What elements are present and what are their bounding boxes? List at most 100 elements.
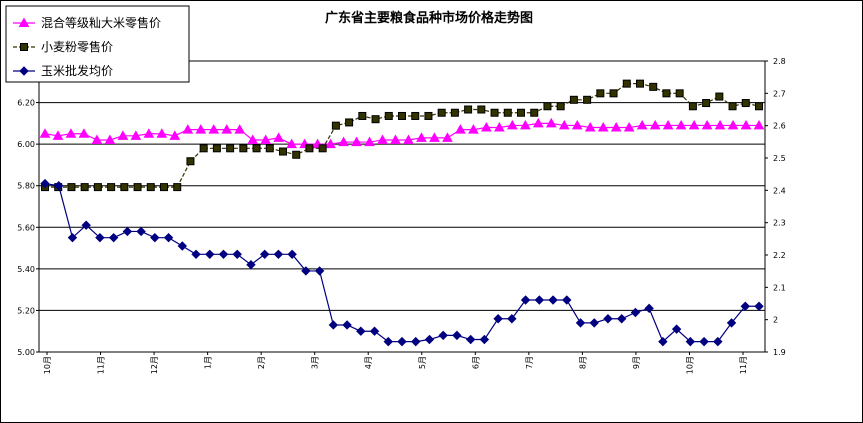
series-corn-point xyxy=(301,266,311,276)
series-flour-point xyxy=(622,79,631,88)
series-corn-point xyxy=(575,318,586,328)
series-flour-point xyxy=(649,82,658,91)
series-flour-point xyxy=(503,108,512,117)
series-rice-point xyxy=(623,121,635,132)
series-rice-point xyxy=(377,134,388,144)
y-right-tick-label: 1.9 xyxy=(773,348,786,357)
series-rice-point xyxy=(701,119,713,130)
series-flour-point xyxy=(490,108,499,117)
series-corn-point xyxy=(136,226,146,237)
series-flour-point xyxy=(226,144,235,153)
series-corn-point xyxy=(122,226,133,237)
series-corn-point xyxy=(232,249,242,260)
series-corn-point xyxy=(479,334,490,345)
series-rice-point xyxy=(532,117,544,128)
series-flour-point xyxy=(437,108,446,117)
series-corn-point xyxy=(726,318,737,328)
series-flour-point xyxy=(398,111,406,120)
series-flour-point xyxy=(556,102,565,111)
series-flour-point xyxy=(675,89,684,98)
y-right-tick-label: 2.4 xyxy=(773,186,786,195)
series-rice-point xyxy=(727,119,739,130)
series-corn-point xyxy=(356,326,366,336)
series-rice-point xyxy=(78,128,90,138)
x-tick-label: 12月 xyxy=(150,356,159,374)
series-corn-point xyxy=(548,295,558,305)
series-corn-point xyxy=(287,249,297,260)
series-rice-point xyxy=(247,134,259,144)
series-rice-point xyxy=(351,136,362,147)
series-flour-point xyxy=(358,111,367,120)
series-corn-point xyxy=(438,330,448,341)
axes: 5.00 5.20 5.40 5.60 5.80 6.00 6.20 1.9 2 2.1 2.2 2.… xyxy=(17,57,786,374)
series-corn-point xyxy=(95,232,105,243)
legend-label: 小麦粉零售价 xyxy=(41,39,113,54)
series-flour-point xyxy=(67,183,76,192)
y-left-tick-label: 6.00 xyxy=(17,140,35,149)
series-flour-point xyxy=(411,111,420,120)
plot-area xyxy=(38,60,766,353)
series-corn-point xyxy=(452,330,462,341)
series-corn-point xyxy=(465,334,476,345)
series-corn-point xyxy=(616,314,627,324)
series-rice-point xyxy=(597,121,609,132)
series-corn-point xyxy=(411,336,421,347)
series-rice-point xyxy=(494,121,505,132)
y-left-tick-label: 5.80 xyxy=(17,182,35,191)
series-flour-point xyxy=(292,150,301,159)
x-tick-label: 11月 xyxy=(97,356,106,374)
series-corn-point xyxy=(246,259,256,270)
x-tick-label: 10月 xyxy=(685,356,694,374)
series-rice-point xyxy=(610,121,622,132)
series-rice-point xyxy=(169,130,181,140)
series-layer xyxy=(39,79,765,347)
series-corn-point xyxy=(671,324,682,334)
y-right-tick-label: 2.1 xyxy=(773,283,786,292)
y-left-tick-label: 5.40 xyxy=(17,265,35,274)
series-rice-point xyxy=(52,130,64,140)
series-flour-point xyxy=(345,118,354,127)
y-left-tick-label: 6.20 xyxy=(17,99,35,108)
series-flour-point xyxy=(305,144,314,153)
x-tick-label: 4月 xyxy=(364,356,373,369)
series-rice-point xyxy=(416,132,427,142)
series-rice-point xyxy=(429,132,440,142)
y-right-tick-label: 2.8 xyxy=(773,57,786,66)
x-tick-label: 5月 xyxy=(418,356,427,369)
series-flour-point xyxy=(265,144,274,153)
series-flour-point xyxy=(186,157,195,166)
series-flour-point xyxy=(318,144,327,153)
series-flour-point xyxy=(477,105,486,114)
series-corn-point xyxy=(163,232,174,243)
series-flour-point xyxy=(530,108,539,117)
series-flour-point xyxy=(173,183,182,192)
series-rice-point xyxy=(208,124,220,134)
series-flour-point xyxy=(728,102,737,111)
series-rice-point xyxy=(195,124,207,134)
series-corn-point xyxy=(644,303,654,314)
legend-label: 混合等级籼大米零售价 xyxy=(41,15,161,30)
series-rice-point xyxy=(221,124,233,134)
series-corn-point xyxy=(562,295,572,305)
series-rice-point xyxy=(675,119,687,130)
series-corn-point xyxy=(273,249,284,260)
series-flour-point xyxy=(160,183,168,192)
legend-swatch-point xyxy=(18,17,30,27)
series-corn-point xyxy=(383,336,393,347)
series-rice-point xyxy=(65,128,77,138)
series-rice-point xyxy=(571,119,583,130)
series-flour-point xyxy=(212,144,221,153)
series-flour-point xyxy=(569,95,578,104)
series-flour-point xyxy=(239,144,248,153)
series-rice-point xyxy=(519,119,531,130)
series-corn-point xyxy=(81,220,91,230)
series-rice-point xyxy=(714,119,726,130)
series-rice-point xyxy=(182,124,194,134)
series-corn-point xyxy=(54,181,64,191)
series-rice-point xyxy=(636,119,648,130)
series-flour-point xyxy=(252,144,261,153)
series-corn-point xyxy=(67,232,78,243)
series-flour-point xyxy=(517,108,525,117)
series-corn-point xyxy=(108,232,119,243)
